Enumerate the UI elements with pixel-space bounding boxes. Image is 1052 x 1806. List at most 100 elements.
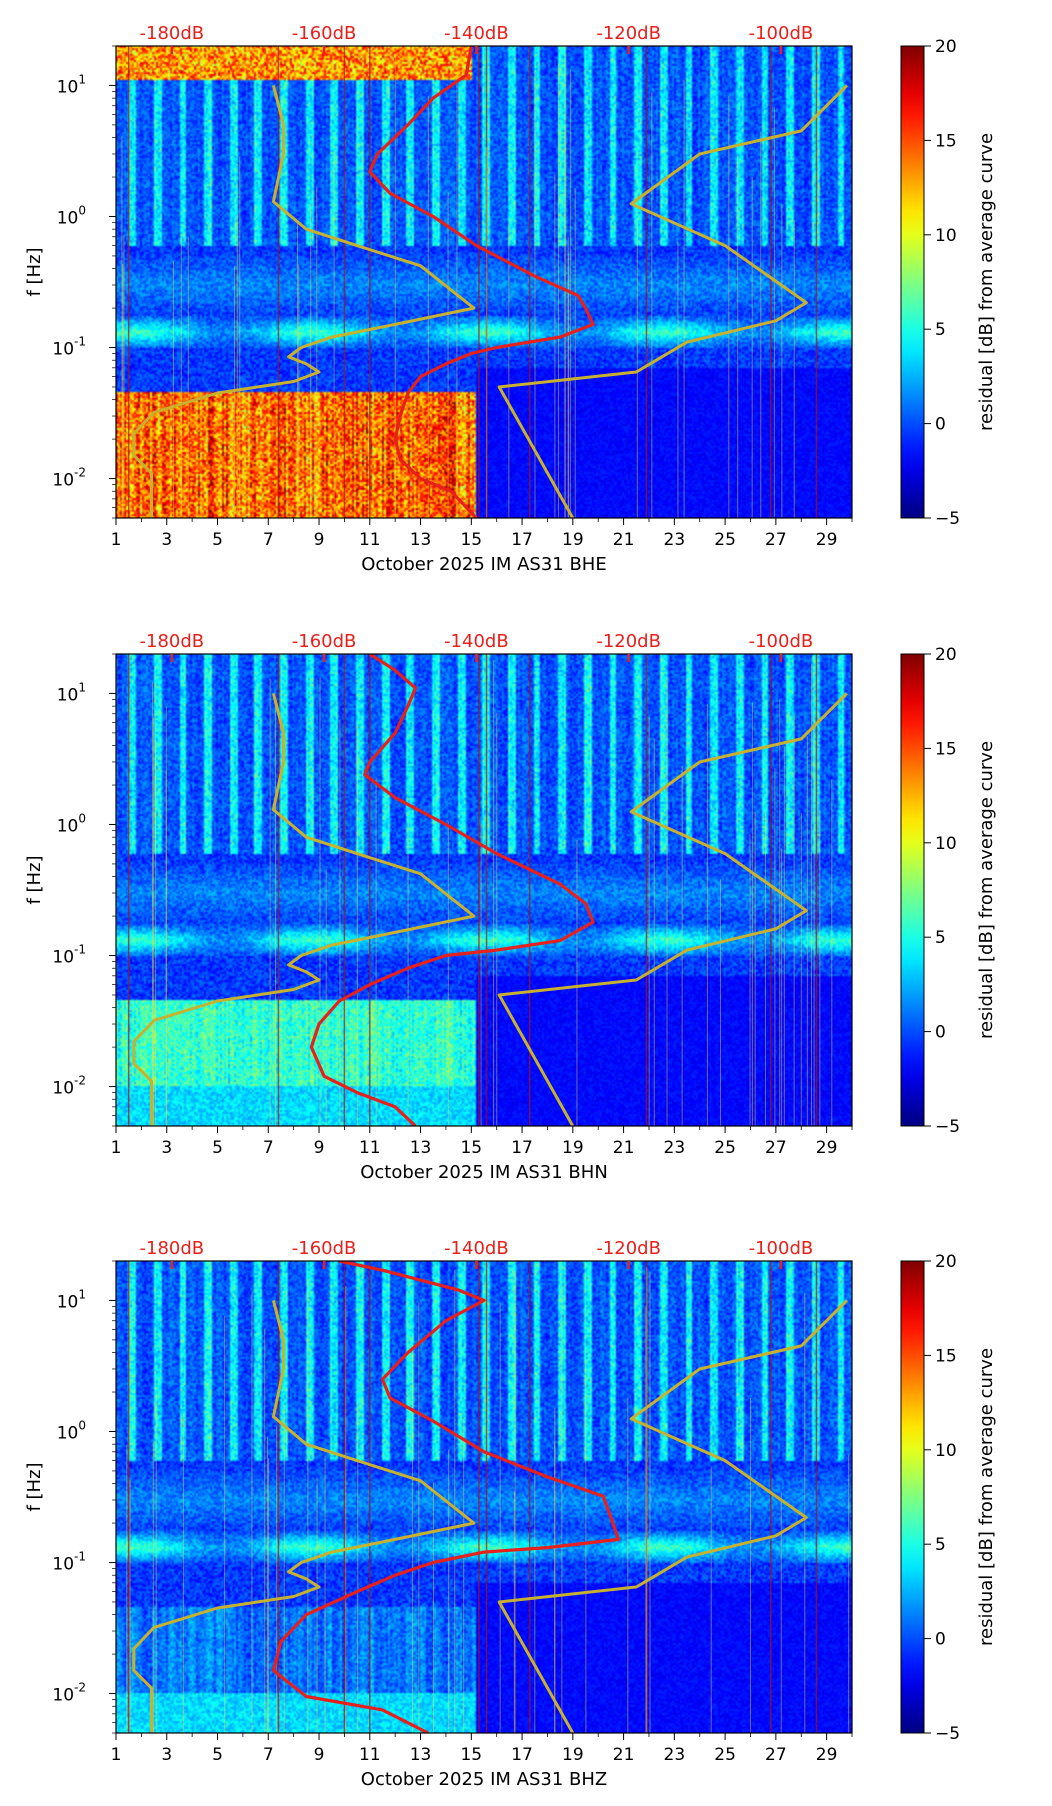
- x-tick-label: 15: [460, 530, 482, 550]
- y-tick-label: 101: [57, 1287, 86, 1312]
- colorbar-tick-label: 5: [935, 1535, 946, 1555]
- x-tick-label: 25: [714, 530, 736, 550]
- colorbar-tick-label: 5: [935, 320, 946, 340]
- median-psd-curve: [368, 46, 595, 518]
- x-tick-label: 11: [359, 1138, 381, 1158]
- y-axis-label: f [Hz]: [24, 247, 45, 296]
- x-tick-label: 13: [410, 1138, 432, 1158]
- x-tick-label: 15: [460, 1138, 482, 1158]
- x-tick-label: 27: [765, 1138, 787, 1158]
- y-axis-label: f [Hz]: [24, 855, 45, 904]
- db-scale-label: -120dB: [596, 23, 661, 44]
- x-axis-label: October 2025 IM AS31 BHZ: [361, 1769, 607, 1790]
- x-tick-label: 3: [161, 1745, 172, 1765]
- x-tick-label: 3: [161, 530, 172, 550]
- colorbar-tick-label: 20: [935, 1252, 957, 1272]
- colorbar-tick-label: −5: [935, 1724, 960, 1744]
- x-tick-label: 11: [359, 530, 381, 550]
- db-scale-label: -100dB: [749, 1238, 814, 1259]
- db-scale-label: -160dB: [292, 1238, 357, 1259]
- x-tick-label: 19: [562, 1745, 584, 1765]
- axes-frame: [115, 1260, 853, 1734]
- x-tick-label: 9: [314, 530, 325, 550]
- y-tick-label: 10-2: [52, 466, 86, 491]
- x-tick-label: 23: [664, 1745, 686, 1765]
- reference-curve-low: [132, 693, 476, 1126]
- colorbar-tick-label: 0: [935, 415, 946, 435]
- reference-curve-high: [497, 692, 848, 1126]
- x-tick-label: 21: [613, 1138, 635, 1158]
- x-tick-label: 5: [212, 530, 223, 550]
- axes-frame: [115, 653, 853, 1127]
- colorbar-tick-label: 10: [935, 834, 957, 854]
- reference-curve-high: [497, 1299, 848, 1733]
- y-tick-label: 100: [57, 1418, 86, 1443]
- db-scale-label: -120dB: [596, 631, 661, 652]
- db-scale-label: -120dB: [596, 1238, 661, 1259]
- axes-frame: [115, 45, 853, 519]
- reference-curve-low: [132, 85, 476, 518]
- colorbar-tick-label: 20: [935, 37, 957, 57]
- db-scale-label: -160dB: [292, 631, 357, 652]
- x-tick-label: 5: [212, 1745, 223, 1765]
- colorbar-tick-label: 5: [935, 928, 946, 948]
- db-scale-label: -140dB: [444, 23, 509, 44]
- x-tick-label: 11: [359, 1745, 381, 1765]
- x-tick-label: 23: [664, 1138, 686, 1158]
- colorbar-label: residual [dB] from average curve: [976, 741, 997, 1039]
- x-axis-label: October 2025 IM AS31 BHN: [360, 1162, 608, 1183]
- median-psd-curve: [309, 654, 595, 1126]
- colorbar-tick-label: 0: [935, 1023, 946, 1043]
- db-scale-label: -100dB: [749, 631, 814, 652]
- colorbar-tick-label: −5: [935, 509, 960, 529]
- x-tick-label: 1: [111, 530, 122, 550]
- reference-curve-high: [497, 84, 848, 518]
- x-tick-label: 15: [460, 1745, 482, 1765]
- db-scale-label: -180dB: [140, 1238, 205, 1259]
- x-tick-label: 29: [816, 1138, 838, 1158]
- x-tick-label: 27: [765, 530, 787, 550]
- y-tick-label: 10-2: [52, 1681, 86, 1706]
- colorbar: [900, 45, 925, 519]
- median-psd-curve: [271, 1261, 621, 1733]
- x-tick-label: 5: [212, 1138, 223, 1158]
- x-axis-label: October 2025 IM AS31 BHE: [361, 554, 606, 575]
- db-scale-label: -100dB: [749, 23, 814, 44]
- x-tick-label: 9: [314, 1745, 325, 1765]
- x-tick-label: 29: [816, 1745, 838, 1765]
- colorbar-tick-label: 10: [935, 1441, 957, 1461]
- y-tick-label: 100: [57, 203, 86, 228]
- x-tick-label: 23: [664, 530, 686, 550]
- colorbar-tick-label: 20: [935, 645, 957, 665]
- y-tick-label: 10-2: [52, 1074, 86, 1099]
- colorbar-tick-label: 15: [935, 1346, 957, 1366]
- x-tick-label: 3: [161, 1138, 172, 1158]
- x-tick-label: 25: [714, 1745, 736, 1765]
- colorbar-tick-label: 15: [935, 739, 957, 759]
- db-scale-label: -180dB: [140, 631, 205, 652]
- x-tick-label: 9: [314, 1138, 325, 1158]
- colorbar-tick-label: 10: [935, 226, 957, 246]
- colorbar: [900, 653, 925, 1127]
- colorbar-label: residual [dB] from average curve: [976, 133, 997, 431]
- db-scale-label: -160dB: [292, 23, 357, 44]
- x-tick-label: 27: [765, 1745, 787, 1765]
- x-tick-label: 17: [511, 530, 533, 550]
- y-tick-label: 10-1: [52, 335, 86, 360]
- x-tick-label: 25: [714, 1138, 736, 1158]
- colorbar-tick-label: 0: [935, 1630, 946, 1650]
- db-scale-label: -140dB: [444, 631, 509, 652]
- x-tick-label: 1: [111, 1745, 122, 1765]
- x-tick-label: 13: [410, 1745, 432, 1765]
- y-tick-label: 10-1: [52, 943, 86, 968]
- x-tick-label: 7: [263, 1745, 274, 1765]
- colorbar-label: residual [dB] from average curve: [976, 1348, 997, 1646]
- colorbar-tick-label: 15: [935, 131, 957, 151]
- y-tick-label: 101: [57, 72, 86, 97]
- reference-curve-low: [132, 1300, 476, 1733]
- x-tick-label: 17: [511, 1745, 533, 1765]
